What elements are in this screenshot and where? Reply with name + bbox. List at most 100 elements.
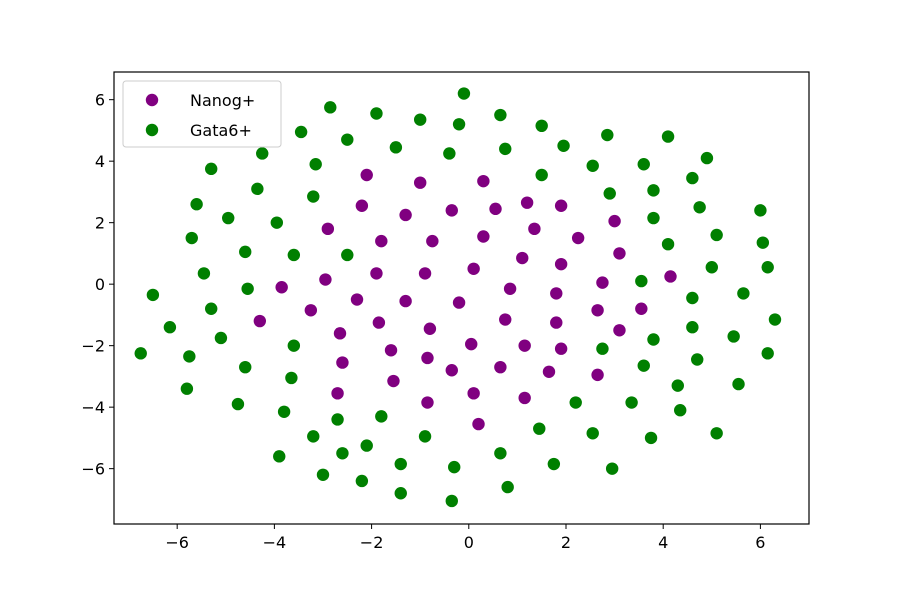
data-point-gata6-58 — [239, 360, 252, 374]
data-point-gata6-3 — [413, 113, 427, 126]
data-point-nanog-15 — [571, 231, 585, 245]
data-point-gata6-1 — [324, 101, 337, 114]
data-point-nanog-56 — [472, 417, 485, 431]
points-layer — [134, 87, 782, 508]
data-point-gata6-75 — [418, 430, 432, 443]
data-point-nanog-6 — [489, 202, 502, 216]
data-point-gata6-70 — [671, 379, 684, 392]
data-point-gata6-34 — [661, 237, 675, 251]
x-tick-label: −2 — [360, 533, 384, 552]
data-point-gata6-59 — [596, 342, 609, 355]
data-point-nanog-37 — [499, 313, 512, 326]
data-point-gata6-53 — [686, 321, 699, 334]
data-point-nanog-14 — [528, 222, 541, 236]
data-point-gata6-77 — [586, 427, 599, 440]
data-point-gata6-37 — [197, 267, 211, 280]
data-point-nanog-18 — [370, 267, 383, 280]
data-point-gata6-11 — [499, 142, 512, 156]
data-point-gata6-44 — [146, 288, 160, 302]
data-point-gata6-84 — [448, 460, 461, 474]
data-point-gata6-67 — [375, 410, 388, 423]
data-point-gata6-47 — [686, 291, 699, 305]
data-point-gata6-16 — [205, 162, 218, 176]
data-point-nanog-20 — [467, 262, 480, 275]
data-point-nanog-54 — [467, 387, 480, 400]
data-point-gata6-83 — [394, 457, 407, 471]
data-point-gata6-27 — [647, 184, 660, 197]
data-point-nanog-5 — [445, 204, 458, 217]
data-point-gata6-30 — [185, 231, 198, 245]
data-point-gata6-29 — [754, 204, 767, 217]
data-point-nanog-39 — [591, 304, 604, 317]
data-point-nanog-19 — [418, 267, 432, 280]
data-point-nanog-31 — [635, 302, 648, 315]
data-point-gata6-85 — [494, 447, 507, 460]
data-point-gata6-31 — [222, 211, 235, 225]
data-point-gata6-46 — [241, 282, 254, 295]
y-tick-label: 2 — [95, 214, 105, 233]
data-point-gata6-66 — [331, 413, 344, 426]
x-tick-label: 2 — [561, 533, 571, 552]
data-point-gata6-71 — [732, 377, 745, 391]
data-point-gata6-10 — [443, 147, 456, 160]
data-point-nanog-43 — [421, 351, 434, 365]
data-point-gata6-33 — [647, 211, 660, 225]
data-point-nanog-44 — [465, 337, 478, 351]
legend-box — [122, 80, 282, 148]
data-point-gata6-63 — [180, 382, 194, 395]
data-point-nanog-24 — [664, 270, 677, 283]
data-point-nanog-45 — [518, 339, 531, 352]
data-point-nanog-4 — [399, 208, 412, 222]
data-point-gata6-79 — [674, 404, 687, 417]
data-point-nanog-25 — [275, 281, 288, 294]
data-point-gata6-78 — [644, 431, 658, 445]
data-point-gata6-41 — [635, 274, 648, 288]
data-point-gata6-17 — [256, 147, 269, 160]
data-point-gata6-20 — [586, 159, 599, 172]
x-tick-label: 4 — [658, 533, 668, 552]
data-point-nanog-9 — [608, 214, 621, 228]
x-tick-label: 0 — [464, 533, 474, 552]
data-point-gata6-21 — [637, 158, 650, 171]
data-point-gata6-23 — [190, 198, 203, 211]
legend: Nanog+ Gata6+ — [122, 80, 282, 148]
legend-label-0: Nanog+ — [190, 91, 255, 110]
y-tick-label: 6 — [95, 91, 105, 110]
data-point-gata6-80 — [710, 427, 723, 440]
data-point-gata6-48 — [737, 287, 750, 300]
data-point-gata6-82 — [336, 447, 349, 460]
data-point-gata6-68 — [569, 396, 582, 409]
data-point-gata6-32 — [270, 216, 284, 229]
data-point-gata6-49 — [163, 321, 177, 334]
data-point-gata6-72 — [277, 405, 291, 418]
data-point-gata6-13 — [601, 128, 614, 142]
data-point-nanog-29 — [503, 282, 517, 295]
data-point-gata6-40 — [341, 248, 354, 262]
data-point-nanog-10 — [321, 222, 335, 236]
data-point-nanog-34 — [333, 327, 347, 340]
data-point-gata6-73 — [307, 430, 320, 443]
data-point-gata6-14 — [661, 130, 675, 143]
data-point-nanog-41 — [336, 356, 349, 369]
data-point-nanog-12 — [426, 234, 439, 248]
data-point-gata6-87 — [605, 462, 619, 475]
data-point-gata6-6 — [535, 119, 548, 133]
data-point-gata6-25 — [307, 190, 320, 203]
data-point-nanog-3 — [355, 199, 369, 212]
data-point-gata6-35 — [710, 228, 723, 242]
data-point-gata6-91 — [445, 494, 458, 508]
data-point-gata6-86 — [547, 457, 561, 471]
legend-marker-1 — [145, 123, 159, 137]
data-point-nanog-40 — [613, 324, 626, 337]
data-point-gata6-8 — [341, 133, 354, 146]
data-point-nanog-2 — [477, 174, 490, 188]
plot-area-frame — [113, 71, 810, 525]
data-point-gata6-69 — [625, 396, 638, 409]
data-point-gata6-7 — [294, 125, 308, 139]
data-point-nanog-35 — [372, 316, 386, 329]
data-point-nanog-47 — [331, 387, 344, 400]
data-point-gata6-2 — [370, 107, 383, 120]
data-point-gata6-22 — [686, 171, 699, 185]
data-point-gata6-4 — [452, 118, 466, 131]
